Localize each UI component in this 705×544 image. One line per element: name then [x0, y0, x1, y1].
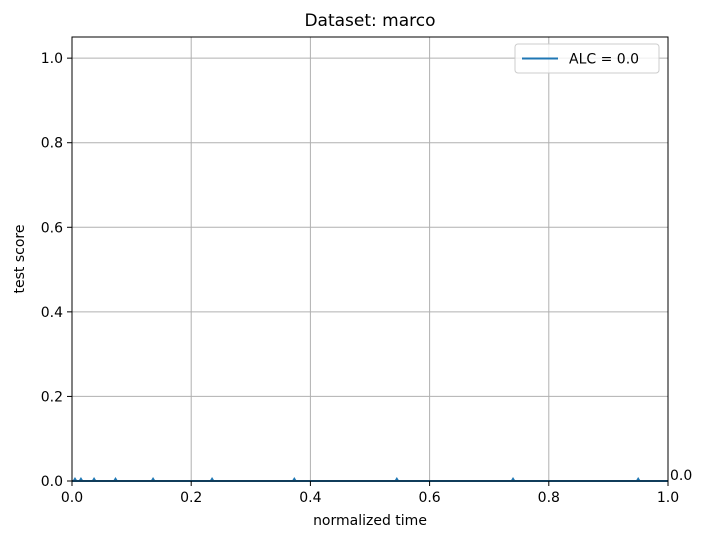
- data-point-marker: [510, 477, 516, 481]
- x-tick-label: 0.8: [538, 490, 560, 506]
- annotations: 0.0: [670, 468, 692, 484]
- plot-frame: [71, 36, 669, 482]
- y-axis-label: test score: [12, 225, 28, 294]
- grid: [71, 37, 669, 482]
- data-point-marker: [635, 477, 641, 481]
- data-point-marker: [113, 477, 119, 481]
- x-tick-label: 0.2: [180, 490, 202, 506]
- plot-area-background: [72, 37, 668, 481]
- x-tick-label: 0.6: [418, 490, 440, 506]
- data-point-marker: [78, 477, 84, 481]
- chart-title: Dataset: marco: [304, 11, 435, 31]
- x-tick-label: 0.0: [61, 490, 83, 506]
- data-point-marker: [91, 477, 97, 481]
- data-point-marker: [150, 477, 156, 481]
- data-point-marker: [209, 477, 215, 481]
- x-axis-label: normalized time: [313, 513, 427, 529]
- data-point-marker: [72, 477, 78, 481]
- data-point-marker: [394, 477, 400, 481]
- x-tick-label: 1.0: [657, 490, 679, 506]
- ticks: 0.0 0.2 0.4 0.6 0.8 1.0 0.0 0.2 0.4 0.6 0.8 1.0: [41, 51, 679, 506]
- legend-label: ALC = 0.0: [569, 52, 639, 68]
- y-tick-label: 0.6: [41, 220, 63, 236]
- y-tick-label: 0.8: [41, 136, 63, 152]
- legend-box: [514, 43, 660, 74]
- legend: ALC = 0.0: [514, 43, 660, 74]
- y-tick-label: 0.4: [41, 305, 63, 321]
- x-tick-label: 0.4: [299, 490, 321, 506]
- y-tick-label: 0.0: [41, 474, 63, 490]
- data-point-marker: [291, 477, 297, 481]
- y-tick-label: 1.0: [41, 51, 63, 67]
- final-value-label: 0.0: [670, 468, 692, 484]
- y-tick-label: 0.2: [41, 389, 63, 405]
